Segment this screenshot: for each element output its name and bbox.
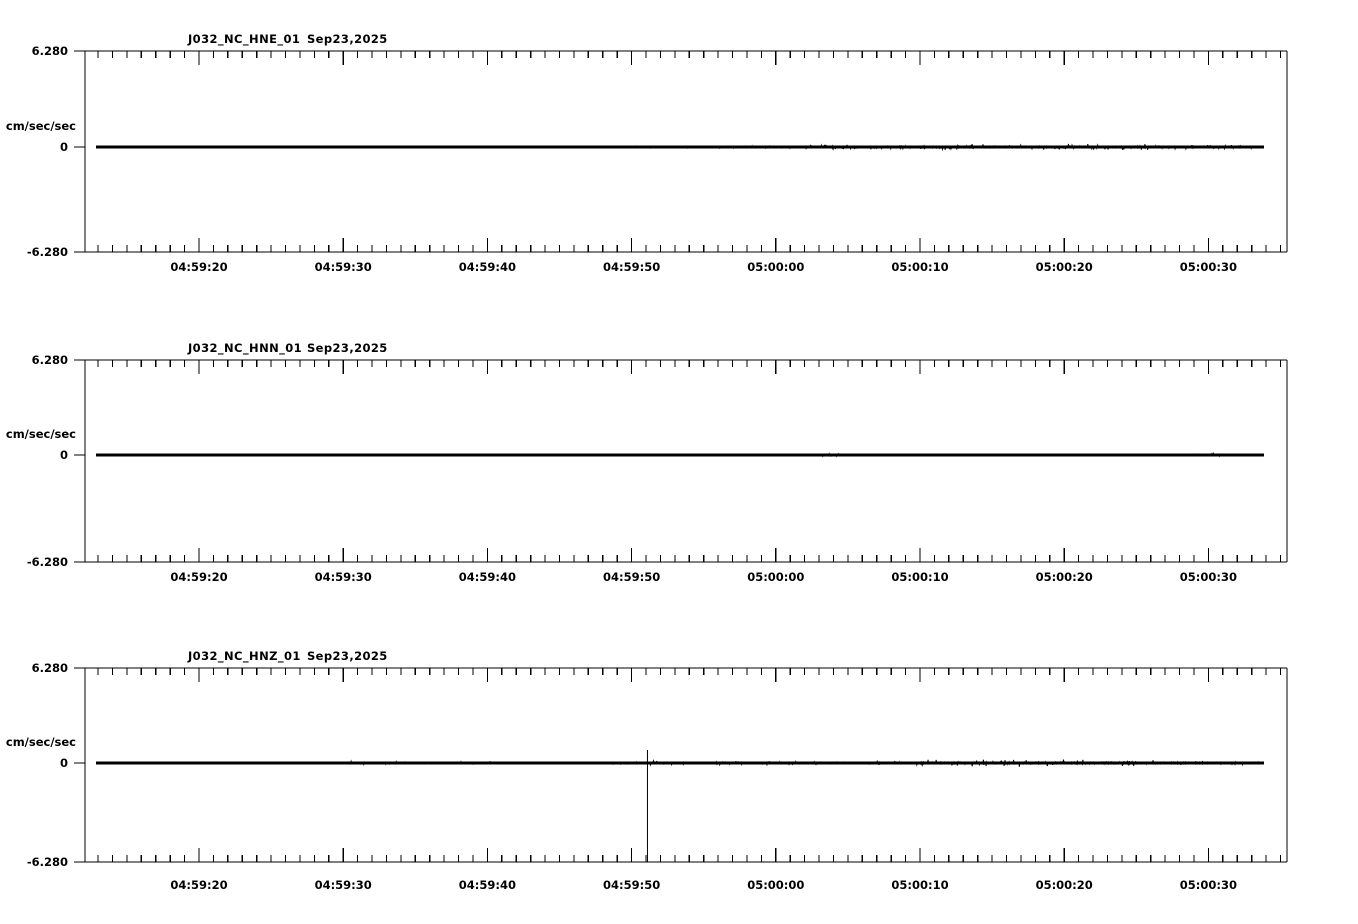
x-tick-label: 05:00:30: [1180, 570, 1237, 584]
panel-title: J032_NC_HNN_01: [187, 341, 302, 356]
x-tick-label: 04:59:30: [315, 878, 372, 892]
seismogram-panel-hne: 04:59:20 04:59:30 04:59:40 04:59:50 05:00:00…: [0, 0, 1358, 300]
x-tick-label: 05:00:30: [1180, 260, 1237, 274]
panel-date: Sep23,2025: [307, 341, 388, 355]
x-tick-label: 05:00:20: [1036, 260, 1093, 274]
x-tick-label: 04:59:20: [170, 570, 227, 584]
x-tick-label: 04:59:40: [459, 260, 516, 274]
x-tick-label: 04:59:40: [459, 570, 516, 584]
x-tick-label: 04:59:50: [603, 878, 660, 892]
panel-date: Sep23,2025: [307, 649, 388, 663]
x-tick-label: 04:59:50: [603, 570, 660, 584]
panel-date: Sep23,2025: [307, 32, 388, 46]
x-tick-label: 05:00:20: [1036, 878, 1093, 892]
y-tick-label-zero: 0: [60, 448, 68, 462]
x-tick-label: 04:59:50: [603, 260, 660, 274]
y-tick-label-max: 6.280: [32, 661, 68, 675]
y-tick-label-zero: 0: [60, 140, 68, 154]
x-tick-label: 04:59:30: [315, 260, 372, 274]
x-tick-label: 04:59:40: [459, 878, 516, 892]
y-tick-label-zero: 0: [60, 756, 68, 770]
y-tick-label-min: -6.280: [27, 245, 68, 259]
x-tick-label: 04:59:30: [315, 570, 372, 584]
waveform-trace: [96, 758, 1264, 767]
y-axis-unit-label: cm/sec/sec: [6, 427, 76, 441]
panel-plot-area: 04:59:20 04:59:30 04:59:40 04:59:50 05:00:00…: [6, 32, 1288, 274]
y-axis-unit-label: cm/sec/sec: [6, 119, 76, 133]
panel-plot-area: 04:59:20 04:59:30 04:59:40 04:59:50 05:00:00…: [6, 341, 1288, 584]
y-tick-label-min: -6.280: [27, 855, 68, 869]
seismogram-panel-hnz: 04:59:20 04:59:30 04:59:40 04:59:50 05:00:00…: [0, 617, 1358, 924]
x-tick-label: 05:00:30: [1180, 878, 1237, 892]
x-tick-label: 05:00:00: [747, 878, 804, 892]
y-tick-label-max: 6.280: [32, 44, 68, 58]
y-tick-label-max: 6.280: [32, 353, 68, 367]
seismogram-panel-hnn: 04:59:20 04:59:30 04:59:40 04:59:50 05:00:00…: [0, 309, 1358, 609]
x-tick-label: 05:00:10: [891, 878, 948, 892]
panel-plot-area: 04:59:20 04:59:30 04:59:40 04:59:50 05:00:00…: [6, 649, 1288, 892]
x-tick-label: 05:00:10: [891, 260, 948, 274]
x-tick-label: 04:59:20: [170, 878, 227, 892]
x-tick-label: 05:00:10: [891, 570, 948, 584]
y-tick-label-min: -6.280: [27, 555, 68, 569]
x-tick-label: 05:00:20: [1036, 570, 1093, 584]
x-tick-label: 04:59:20: [170, 260, 227, 274]
y-axis-unit-label: cm/sec/sec: [6, 735, 76, 749]
waveform-trace: [96, 143, 1264, 152]
panel-title: J032_NC_HNE_01: [187, 32, 300, 47]
panel-title: J032_NC_HNZ_01: [187, 649, 301, 664]
x-tick-label: 05:00:00: [747, 570, 804, 584]
waveform-trace: [96, 451, 1264, 458]
x-tick-label: 05:00:00: [747, 260, 804, 274]
